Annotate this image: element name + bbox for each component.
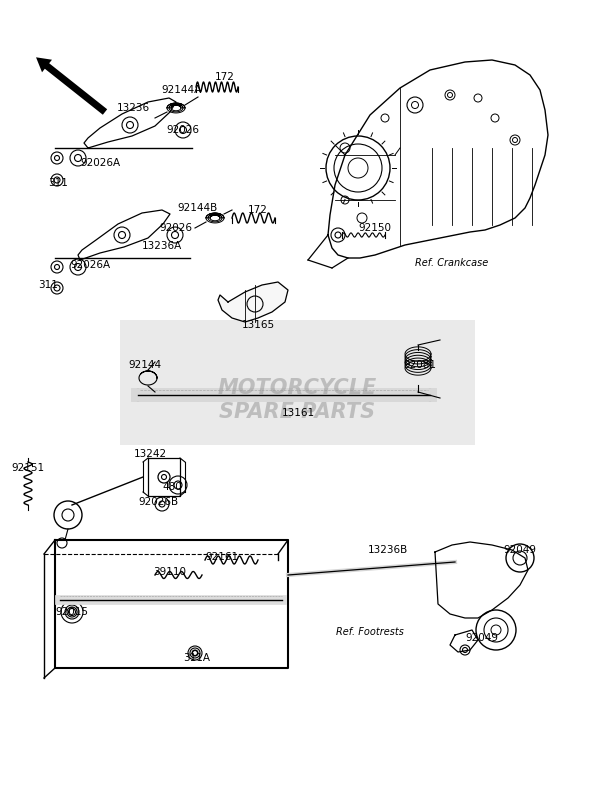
Text: 311A: 311A: [184, 653, 210, 663]
Text: 13165: 13165: [241, 320, 274, 330]
Text: 172: 172: [215, 72, 235, 82]
Text: 92144A: 92144A: [161, 85, 201, 95]
Text: SPARE PARTS: SPARE PARTS: [219, 402, 375, 422]
Text: 311: 311: [38, 280, 58, 290]
Text: 92161: 92161: [206, 552, 239, 562]
Text: 311: 311: [48, 178, 68, 188]
FancyArrow shape: [36, 58, 107, 115]
Text: 480: 480: [162, 482, 182, 492]
Text: 92049: 92049: [504, 545, 537, 555]
Text: Ref. Crankcase: Ref. Crankcase: [415, 258, 489, 268]
Text: 92026B: 92026B: [138, 497, 178, 507]
Text: 92144B: 92144B: [178, 203, 218, 213]
Text: 13236A: 13236A: [142, 241, 182, 251]
Text: 13161: 13161: [282, 408, 315, 418]
Text: 92026: 92026: [160, 223, 193, 233]
Text: 13236: 13236: [117, 103, 150, 113]
Text: MOTORCYCLE: MOTORCYCLE: [217, 378, 376, 398]
Text: Ref. Footrests: Ref. Footrests: [336, 627, 404, 637]
Text: 13242: 13242: [134, 449, 167, 459]
Bar: [120, 320, 475, 445]
Text: 13236B: 13236B: [368, 545, 408, 555]
Text: 92026: 92026: [167, 125, 200, 135]
Text: 92081: 92081: [403, 360, 436, 370]
Text: 92026A: 92026A: [80, 158, 120, 168]
Text: 92026A: 92026A: [70, 260, 110, 270]
Text: 92015: 92015: [55, 607, 88, 617]
Text: 92144: 92144: [128, 360, 161, 370]
Polygon shape: [218, 282, 288, 322]
Text: 92150: 92150: [359, 223, 392, 233]
Text: 92049: 92049: [465, 633, 498, 643]
Text: 172: 172: [248, 205, 268, 215]
Text: 39110: 39110: [154, 567, 187, 577]
Text: 92151: 92151: [11, 463, 45, 473]
